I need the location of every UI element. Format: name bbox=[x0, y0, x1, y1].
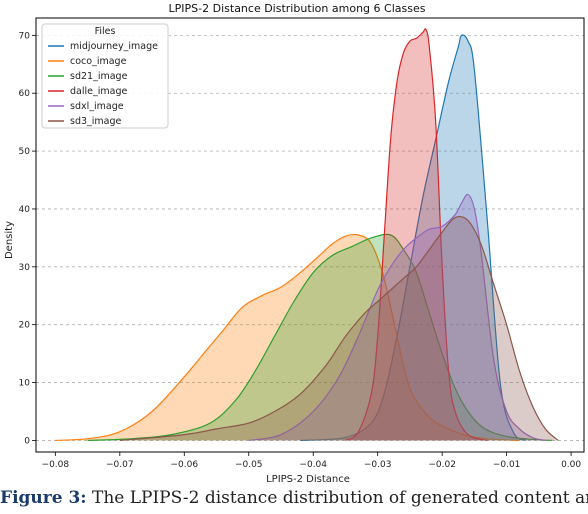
legend-box bbox=[41, 23, 169, 129]
y-axis-label: Density bbox=[4, 221, 15, 259]
series-line-sd21-image bbox=[87, 233, 552, 441]
figure-label: Figure 3: bbox=[0, 488, 87, 508]
x-tick-label: −0.02 bbox=[428, 460, 456, 470]
axis-ticks: −0.08 −0.07 −0.06 −0.05 −0.04 −0.03 −0.02 −0.01… bbox=[19, 31, 582, 470]
legend-title: Files bbox=[95, 26, 116, 37]
x-tick-label: −0.07 bbox=[106, 460, 134, 470]
y-tick-label: 30 bbox=[19, 263, 31, 273]
x-tick-label: −0.05 bbox=[235, 460, 263, 470]
series-line-sd3-image bbox=[119, 215, 559, 441]
chart-title: LPIPS-2 Distance Distribution among 6 Cl… bbox=[169, 2, 426, 15]
y-tick-label: 0 bbox=[24, 436, 30, 446]
series-area-coco-image bbox=[55, 234, 520, 441]
legend-label: dalle_image bbox=[70, 86, 127, 97]
x-tick-label: −0.06 bbox=[170, 460, 198, 470]
series-layer bbox=[55, 28, 559, 441]
x-tick-label: −0.03 bbox=[364, 460, 392, 470]
x-tick-label: −0.01 bbox=[493, 460, 521, 470]
legend-label: sdxl_image bbox=[70, 101, 124, 112]
y-tick-label: 10 bbox=[19, 379, 31, 389]
legend-label: sd21_image bbox=[70, 71, 128, 82]
series-line-dalle-image bbox=[345, 28, 488, 441]
x-tick-label: −0.04 bbox=[299, 460, 327, 470]
series-area-dalle-image bbox=[345, 28, 488, 441]
caption-text: The LPIPS-2 distance distribution of gen… bbox=[91, 488, 588, 508]
y-tick-label: 70 bbox=[19, 31, 31, 41]
series-area-sd21-image bbox=[87, 234, 552, 441]
plot-frame bbox=[35, 17, 585, 453]
y-tick-label: 20 bbox=[19, 321, 31, 331]
series-line-coco-image bbox=[55, 233, 520, 441]
legend-label: sd3_image bbox=[70, 116, 122, 127]
series-line-midjourney-image bbox=[300, 34, 527, 441]
legend-label: midjourney_image bbox=[70, 41, 158, 52]
legend: Files midjourney_image coco_image sd21_ima… bbox=[41, 23, 169, 129]
x-tick-label: −0.08 bbox=[42, 460, 70, 470]
x-tick-label: 0.00 bbox=[561, 460, 581, 470]
series-line-sdxl-image bbox=[248, 193, 546, 441]
y-tick-label: 60 bbox=[19, 89, 31, 99]
y-tick-label: 40 bbox=[19, 205, 31, 215]
series-area-sd3-image bbox=[119, 216, 559, 441]
x-axis-label: LPIPS-2 Distance bbox=[266, 474, 350, 485]
lpips-chart: LPIPS-2 Distance Distribution among 6 Cl… bbox=[4, 2, 585, 485]
figure-caption: Figure 3: The LPIPS-2 distance distribut… bbox=[0, 488, 588, 514]
legend-items: midjourney_image coco_image sd21_imagedall… bbox=[48, 41, 158, 127]
series-area-midjourney-image bbox=[300, 35, 526, 441]
y-tick-label: 50 bbox=[19, 147, 31, 157]
legend-label: coco_image bbox=[70, 56, 127, 67]
series-area-sdxl-image bbox=[248, 194, 546, 441]
